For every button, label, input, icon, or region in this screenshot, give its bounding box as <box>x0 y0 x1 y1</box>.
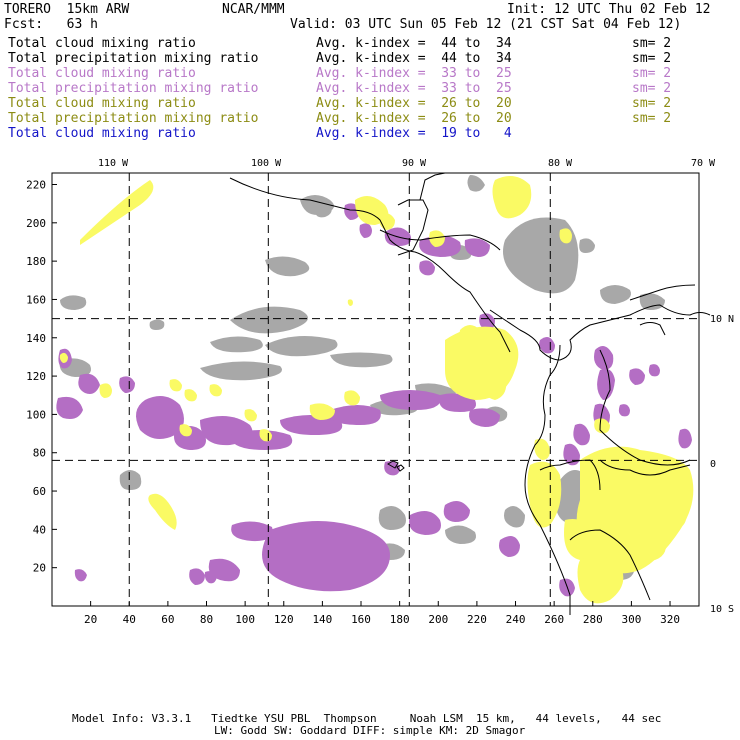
forecast-hour: Fcst: 63 h <box>4 17 98 32</box>
legend-smoothing: sm= 2 <box>632 81 672 96</box>
lat-lon-grid <box>52 173 699 606</box>
x-tick-label: 120 <box>274 613 294 626</box>
x-tick-label: 220 <box>467 613 487 626</box>
legend-label: Total cloud mixing ratio <box>8 36 196 51</box>
y-tick-label: 60 <box>33 485 46 498</box>
x-tick-label: 80 <box>200 613 213 626</box>
legend-label: Total precipitation mixing ratio <box>8 81 259 96</box>
x-tick-label: 160 <box>351 613 371 626</box>
legend-index: Avg. k-index = 33 to 25 <box>316 66 512 81</box>
y-tick-label: 120 <box>26 370 46 383</box>
x-tick-label: 320 <box>660 613 680 626</box>
init-time: Init: 12 UTC Thu 02 Feb 12 <box>507 2 711 17</box>
y-tick-label: 40 <box>33 523 46 536</box>
x-tick-label: 200 <box>428 613 448 626</box>
model-physics: LW: Godd SW: Goddard DIFF: simple KM: 2D… <box>214 724 526 737</box>
y-tick-label: 160 <box>26 293 46 306</box>
x-tick-label: 140 <box>312 613 332 626</box>
model-title: TORERO 15km ARW <box>4 2 130 17</box>
x-tick-label: 180 <box>390 613 410 626</box>
valid-time: Valid: 03 UTC Sun 05 Feb 12 (21 CST Sat … <box>290 17 682 32</box>
cloud-field-gray <box>59 175 665 580</box>
y-tick-label: 80 <box>33 447 46 460</box>
legend-smoothing: sm= 2 <box>632 51 672 66</box>
cloud-field-yellow <box>59 176 694 604</box>
legend-index: Avg. k-index = 44 to 34 <box>316 36 512 51</box>
legend-label: Total cloud mixing ratio <box>8 66 196 81</box>
x-tick-label: 40 <box>123 613 136 626</box>
x-tick-label: 280 <box>583 613 603 626</box>
y-tick-label: 200 <box>26 217 46 230</box>
lat-label: 0 <box>710 459 716 470</box>
lon-label: 90 W <box>402 158 427 169</box>
lon-label: 80 W <box>548 158 573 169</box>
y-tick-label: 180 <box>26 255 46 268</box>
legend-label: Total cloud mixing ratio <box>8 96 196 111</box>
y-tick-label: 100 <box>26 408 46 421</box>
x-tick-label: 100 <box>235 613 255 626</box>
x-tick-label: 300 <box>621 613 641 626</box>
x-tick-label: 240 <box>506 613 526 626</box>
legend-smoothing: sm= 2 <box>632 36 672 51</box>
legend-index: Avg. k-index = 44 to 34 <box>316 51 512 66</box>
legend-index: Avg. k-index = 26 to 20 <box>316 96 512 111</box>
plot-frame <box>51 172 700 607</box>
legend-smoothing: sm= 2 <box>632 96 672 111</box>
org-label: NCAR/MMM <box>222 2 285 17</box>
map-fields <box>56 175 694 604</box>
legend-label: Total cloud mixing ratio <box>8 126 196 141</box>
legend-smoothing: sm= 2 <box>632 66 672 81</box>
lat-label: 10 S <box>710 604 734 615</box>
lon-label: 110 W <box>98 158 129 169</box>
lon-label: 70 W <box>691 158 716 169</box>
x-tick-label: 60 <box>161 613 174 626</box>
lon-label: 100 W <box>251 158 282 169</box>
y-tick-label: 20 <box>33 562 46 575</box>
x-tick-label: 260 <box>544 613 564 626</box>
legend-index: Avg. k-index = 33 to 25 <box>316 81 512 96</box>
y-tick-label: 140 <box>26 332 46 345</box>
legend-label: Total precipitation mixing ratio <box>8 51 259 66</box>
y-tick-label: 220 <box>26 178 46 191</box>
lat-label: 10 N <box>710 314 734 325</box>
legend-label: Total precipitation mixing ratio <box>8 111 259 126</box>
axis-ticks: 20 40 60 80 100 120 140 160 180 200 220 240 260 280 30… <box>26 178 680 626</box>
legend-index: Avg. k-index = 26 to 20 <box>316 111 512 126</box>
x-tick-label: 20 <box>84 613 97 626</box>
model-info: Model Info: V3.3.1 Tiedtke YSU PBL Thomp… <box>72 712 662 725</box>
legend-smoothing: sm= 2 <box>632 111 672 126</box>
legend-index: Avg. k-index = 19 to 4 <box>316 126 512 141</box>
